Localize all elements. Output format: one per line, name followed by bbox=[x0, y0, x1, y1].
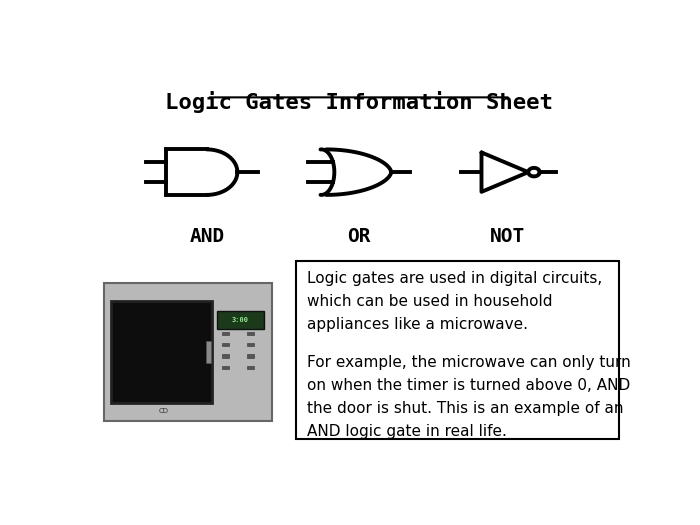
FancyBboxPatch shape bbox=[222, 343, 229, 346]
FancyBboxPatch shape bbox=[206, 341, 211, 363]
Text: CD: CD bbox=[158, 408, 169, 414]
FancyBboxPatch shape bbox=[247, 343, 253, 346]
Text: Logic Gates Information Sheet: Logic Gates Information Sheet bbox=[164, 91, 553, 113]
FancyBboxPatch shape bbox=[217, 311, 263, 329]
FancyBboxPatch shape bbox=[104, 284, 272, 421]
Text: For example, the microwave can only turn
on when the timer is turned above 0, AN: For example, the microwave can only turn… bbox=[307, 355, 631, 439]
FancyBboxPatch shape bbox=[296, 261, 619, 439]
FancyBboxPatch shape bbox=[247, 332, 253, 335]
Text: OR: OR bbox=[347, 227, 370, 246]
FancyBboxPatch shape bbox=[222, 354, 229, 358]
Text: AND: AND bbox=[189, 227, 225, 246]
Text: NOT: NOT bbox=[490, 227, 526, 246]
FancyBboxPatch shape bbox=[111, 301, 212, 403]
FancyBboxPatch shape bbox=[222, 332, 229, 335]
FancyBboxPatch shape bbox=[222, 366, 229, 369]
Text: Logic gates are used in digital circuits,
which can be used in household
applian: Logic gates are used in digital circuits… bbox=[307, 271, 603, 332]
FancyBboxPatch shape bbox=[247, 354, 253, 358]
Text: 3:00: 3:00 bbox=[232, 317, 248, 323]
FancyBboxPatch shape bbox=[247, 366, 253, 369]
